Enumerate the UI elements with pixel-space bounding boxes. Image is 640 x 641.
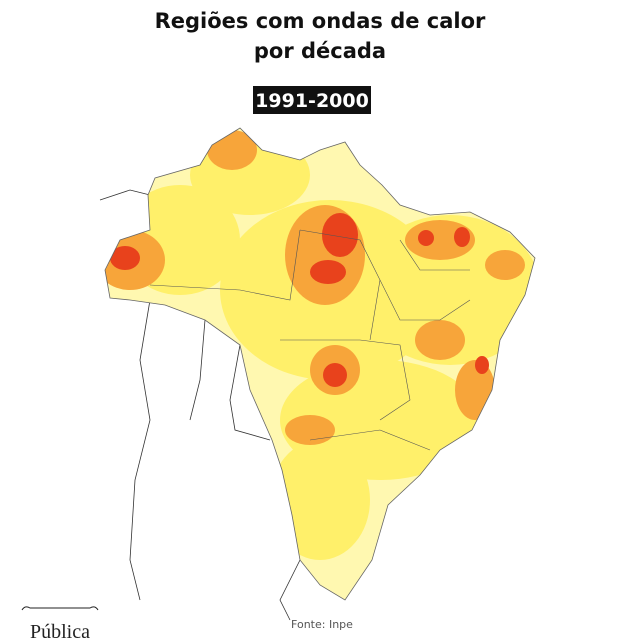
source-note: Fonte: Inpe xyxy=(291,618,353,631)
period-label: 1991-2000 xyxy=(255,90,369,112)
period-badge xyxy=(253,86,371,114)
brazil-outline xyxy=(104,127,536,601)
brand-ornament xyxy=(21,606,99,611)
neighbor-borders xyxy=(99,189,301,621)
title-line: Regiões com ondas de calor xyxy=(155,9,486,33)
brand-logo: Pública xyxy=(30,621,90,641)
state-borders xyxy=(149,229,471,451)
title-line: por década xyxy=(254,39,386,63)
brazil-heat-map xyxy=(105,128,535,600)
